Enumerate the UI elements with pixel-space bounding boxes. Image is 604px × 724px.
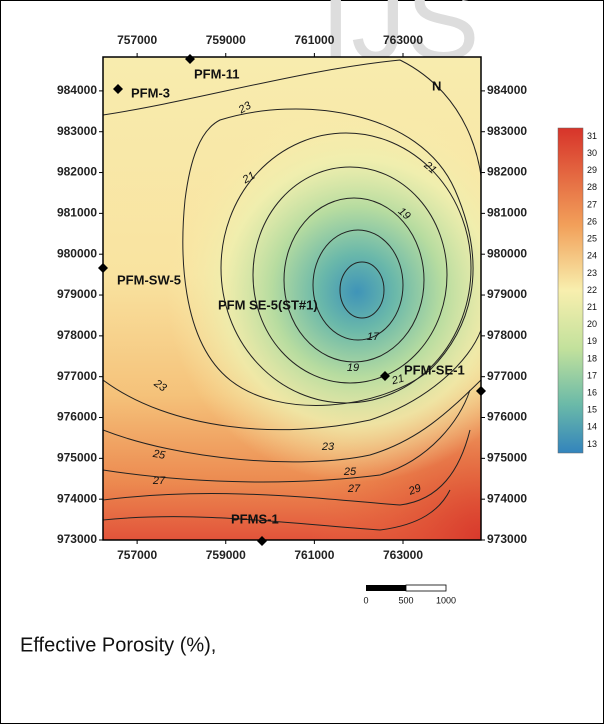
colorbar-label: 24 <box>587 251 597 261</box>
colorbar-label: 16 <box>587 388 597 398</box>
y-tick-label: 980000 <box>57 246 97 260</box>
x-tick-label: 763000 <box>383 33 423 47</box>
colorbar-label: 27 <box>587 199 597 209</box>
well-label: PFM-3 <box>131 85 170 100</box>
x-tick-label: 757000 <box>117 33 157 47</box>
y-tick-label: 979000 <box>57 287 97 301</box>
y-tick-label: 981000 <box>487 206 527 220</box>
contour-label: 21 <box>390 373 406 388</box>
y-tick-label: 975000 <box>57 451 97 465</box>
y-tick-label: 979000 <box>487 287 527 301</box>
contour-label: 17 <box>367 331 380 343</box>
y-tick-label: 974000 <box>487 491 527 505</box>
contour-label: 27 <box>152 475 166 487</box>
well-markers <box>98 54 486 546</box>
y-tick-label: 983000 <box>487 124 527 138</box>
colorbar-label: 23 <box>587 268 597 278</box>
well-label: PFM-SW-5 <box>117 272 181 287</box>
colorbar-label: 13 <box>587 439 597 449</box>
y-tick-label: 982000 <box>487 165 527 179</box>
map-frame <box>102 56 482 541</box>
contour-label: 29 <box>406 482 423 498</box>
colorbar-label: 14 <box>587 422 597 432</box>
y-tick-label: 984000 <box>57 83 97 97</box>
colorbar-label: 25 <box>587 234 597 244</box>
well-label: PFM-11 <box>194 66 240 81</box>
colorbar-label: 17 <box>587 370 597 380</box>
x-tick-label: 759000 <box>206 33 246 47</box>
contour-label: 25 <box>151 448 167 462</box>
colorbar-label: 29 <box>587 165 597 175</box>
x-tick-label: 759000 <box>206 548 246 562</box>
y-tick-label: 984000 <box>487 83 527 97</box>
y-tick-label: 973000 <box>57 532 97 546</box>
y-tick-label: 982000 <box>57 165 97 179</box>
y-tick-label: 974000 <box>57 491 97 505</box>
x-tick-label: 757000 <box>117 548 157 562</box>
colorbar-label: 15 <box>587 405 597 415</box>
colorbar-label: 30 <box>587 148 597 158</box>
y-tick-label: 977000 <box>57 369 97 383</box>
contour-label: 23 <box>321 441 335 453</box>
y-tick-label: 977000 <box>487 369 527 383</box>
x-tick-label: 763000 <box>383 548 423 562</box>
y-tick-label: 983000 <box>57 124 97 138</box>
y-tick-label: 978000 <box>57 328 97 342</box>
colorbar-label: 20 <box>587 319 597 329</box>
contour-label: 19 <box>347 362 359 374</box>
well-label: PFMS-1 <box>231 511 279 526</box>
caption: Effective Porosity (%), <box>20 634 216 656</box>
colorbar-label: 31 <box>587 131 597 141</box>
colorbar-label: 26 <box>587 216 597 226</box>
scale-bar-graphic <box>366 584 447 592</box>
y-tick-label: 980000 <box>487 246 527 260</box>
colorbar-label: 19 <box>587 336 597 346</box>
contour-label: 27 <box>347 483 361 495</box>
colorbar-label: 18 <box>587 353 597 363</box>
map-surface <box>103 57 481 540</box>
y-tick-label: 981000 <box>57 206 97 220</box>
y-tick-label: 973000 <box>487 532 527 546</box>
y-tick-label: 976000 <box>57 410 97 424</box>
y-tick-label: 978000 <box>487 328 527 342</box>
colorbar-label: 22 <box>587 285 597 295</box>
well-label: PFM SE-5(ST#1) <box>218 297 318 312</box>
colorbar-label: 28 <box>587 182 597 192</box>
y-tick-label: 975000 <box>487 451 527 465</box>
north-label: N <box>432 78 441 93</box>
x-tick-label: 761000 <box>294 548 334 562</box>
well-label: PFM-SE-1 <box>404 362 465 377</box>
x-tick-label: 761000 <box>294 33 334 47</box>
contour-label: 25 <box>343 466 357 478</box>
scale-bar-label: 0 <box>363 595 368 605</box>
colorbar <box>557 127 584 454</box>
scale-bar-label: 500 <box>398 595 413 605</box>
contour-label: 21 <box>240 170 257 187</box>
colorbar-label: 21 <box>587 302 597 312</box>
y-tick-label: 976000 <box>487 410 527 424</box>
scale-bar-label: 1000 <box>436 595 456 605</box>
